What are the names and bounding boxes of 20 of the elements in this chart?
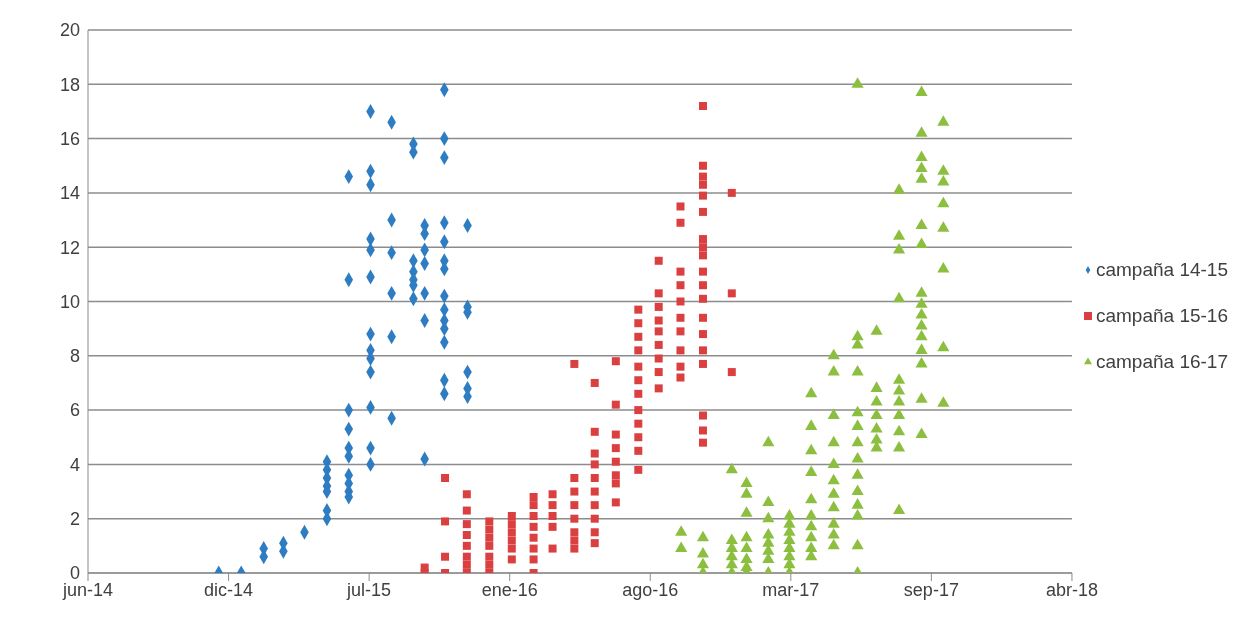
y-tick-label: 6 xyxy=(69,400,80,421)
y-tick-label: 2 xyxy=(69,509,80,530)
legend-label: campaña 16-17 xyxy=(1095,350,1228,372)
y-tick-label: 10 xyxy=(59,291,80,312)
x-tick-label: ago-16 xyxy=(622,579,679,600)
x-tick-label: jul-15 xyxy=(346,579,392,600)
x-tick-label: ene-16 xyxy=(481,579,538,600)
y-tick-label: 12 xyxy=(59,237,80,258)
x-tick-label: abr-18 xyxy=(1045,579,1098,600)
y-tick-label: 16 xyxy=(59,128,80,149)
y-tick-label: 20 xyxy=(59,20,80,41)
legend-label: campaña 14-15 xyxy=(1095,258,1228,280)
y-tick-label: 14 xyxy=(59,183,80,204)
x-tick-label: sep-17 xyxy=(903,579,959,600)
y-tick-label: 8 xyxy=(69,346,80,367)
x-tick-label: dic-14 xyxy=(204,579,254,600)
y-tick-label: 4 xyxy=(69,454,80,475)
legend-label: campaña 15-16 xyxy=(1095,304,1228,326)
y-tick-label: 18 xyxy=(59,74,80,95)
x-tick-label: mar-17 xyxy=(762,579,820,600)
